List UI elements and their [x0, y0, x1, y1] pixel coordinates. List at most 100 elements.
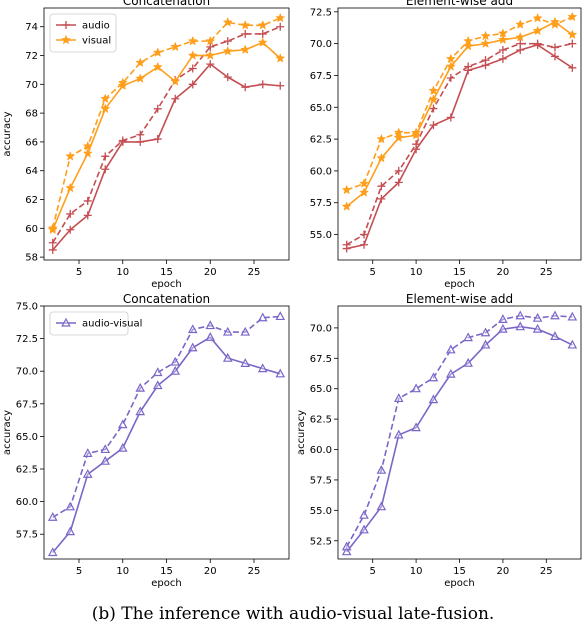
x-axis-label: epoch: [151, 279, 181, 290]
data-point: [152, 380, 163, 390]
legend: audio visual: [49, 13, 117, 53]
y-tick-label: 52.5: [310, 536, 332, 547]
data-point: [360, 230, 369, 239]
series-3: [341, 16, 578, 211]
plot-frame: [337, 305, 582, 560]
data-point: [567, 29, 578, 40]
data-point: [428, 372, 439, 382]
series-4: [341, 11, 578, 195]
data-point: [117, 77, 128, 88]
data-point: [532, 323, 543, 333]
data-point: [240, 358, 251, 367]
x-tick-label: 10: [410, 566, 423, 577]
x-tick-label: 15: [160, 566, 173, 577]
data-point: [412, 140, 421, 149]
x-tick-label: 25: [540, 566, 553, 577]
series-line: [52, 336, 281, 553]
series-line: [346, 21, 573, 208]
data-point: [411, 422, 421, 432]
legend-marker: [60, 34, 72, 45]
data-point: [153, 135, 162, 144]
data-point: [240, 20, 251, 30]
x-tick-label: 15: [453, 566, 466, 577]
x-tick-label: 5: [76, 566, 82, 577]
data-point: [275, 12, 286, 23]
series-line: [345, 314, 573, 548]
data-point: [480, 327, 491, 337]
data-point: [100, 93, 111, 103]
y-axis-label: accuracy: [2, 410, 13, 455]
series-1: [341, 321, 578, 556]
data-point: [171, 94, 180, 103]
data-point: [359, 187, 370, 197]
y-tick-label: 60: [25, 224, 38, 235]
x-axis-label: epoch: [151, 578, 181, 589]
data-point: [481, 56, 490, 65]
series-1: [47, 332, 286, 557]
series-2: [47, 311, 286, 521]
data-point: [152, 367, 163, 377]
data-point: [445, 53, 456, 64]
data-point: [170, 41, 181, 52]
data-point: [170, 356, 181, 366]
data-point: [429, 104, 438, 113]
y-tick-label: 65.0: [310, 384, 332, 395]
data-point: [170, 365, 181, 375]
data-point: [550, 43, 559, 52]
data-point: [187, 50, 198, 60]
data-point: [101, 152, 110, 161]
data-point: [275, 368, 286, 378]
x-tick-label: 20: [204, 267, 217, 278]
data-point: [550, 310, 560, 320]
x-tick-label: 25: [248, 267, 261, 278]
chart-title: Concatenation: [123, 292, 210, 306]
y-tick-label: 55.0: [310, 230, 332, 241]
y-tick-label: 65.0: [16, 432, 38, 443]
data-point: [428, 394, 439, 404]
data-point: [550, 331, 560, 341]
y-tick-label: 67.5: [16, 399, 38, 410]
data-point: [341, 541, 352, 551]
data-point: [240, 44, 251, 55]
y-tick-label: 72.5: [310, 7, 332, 18]
series-line: [346, 42, 573, 246]
data-point: [497, 28, 508, 38]
legend-marker: [62, 21, 70, 29]
y-axis-label: accuracy: [296, 410, 307, 455]
data-point: [276, 22, 285, 31]
data-point: [275, 311, 286, 321]
data-point: [135, 73, 146, 83]
data-point: [516, 39, 525, 48]
chart-title: Concatenation: [123, 0, 210, 8]
data-point: [222, 326, 233, 336]
data-point: [223, 73, 232, 82]
data-point: [567, 11, 578, 22]
figure-caption: (b) The inference with audio-visual late…: [91, 604, 495, 624]
data-point: [257, 363, 268, 373]
data-point: [360, 240, 369, 249]
data-point: [341, 201, 352, 211]
data-point: [65, 182, 76, 193]
y-tick-label: 65.0: [310, 103, 332, 114]
x-axis-label: epoch: [444, 279, 474, 290]
data-point: [341, 546, 352, 556]
data-point: [117, 442, 128, 452]
data-point: [568, 63, 577, 72]
x-axis-label: epoch: [444, 578, 474, 589]
data-point: [428, 85, 439, 96]
data-point: [446, 113, 455, 122]
data-point: [117, 419, 128, 429]
data-point: [117, 80, 128, 91]
data-point: [376, 133, 387, 144]
data-point: [205, 50, 216, 60]
x-tick-label: 15: [453, 267, 466, 278]
data-point: [376, 501, 387, 511]
data-point: [463, 357, 473, 367]
chart-panel-4: Element-wise add 5 10 15 20 25 52.5 55.0 57.5 60.…: [296, 292, 582, 589]
data-point: [394, 166, 403, 175]
y-tick-label: 70: [25, 80, 38, 91]
y-tick-label: 57.5: [16, 530, 38, 541]
data-point: [515, 19, 526, 29]
data-point: [446, 368, 456, 378]
data-point: [464, 62, 473, 71]
